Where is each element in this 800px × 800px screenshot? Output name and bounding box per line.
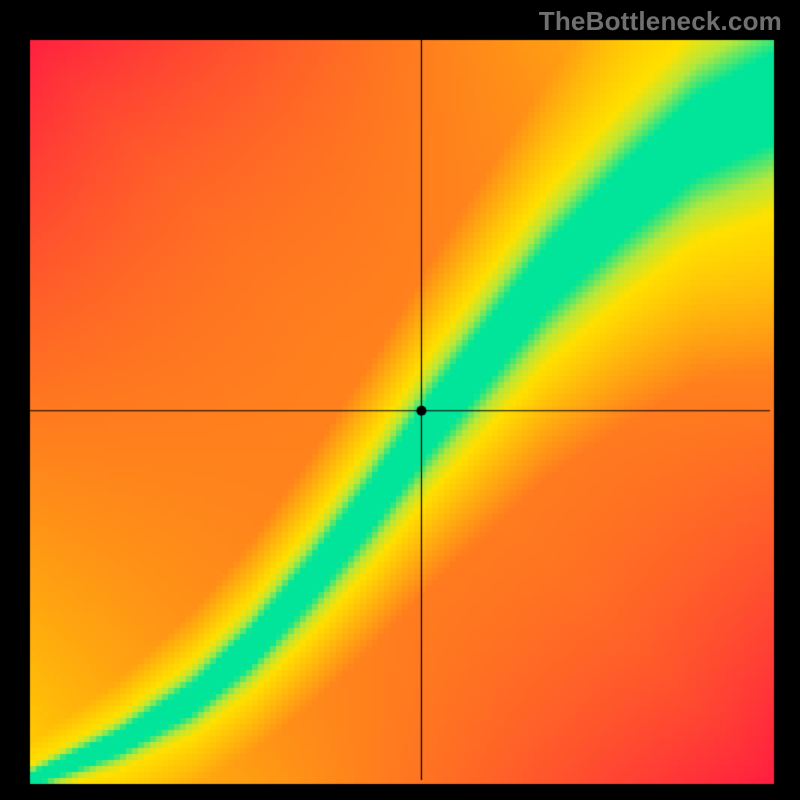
watermark-label: TheBottleneck.com bbox=[539, 6, 782, 37]
bottleneck-heatmap bbox=[0, 0, 800, 800]
